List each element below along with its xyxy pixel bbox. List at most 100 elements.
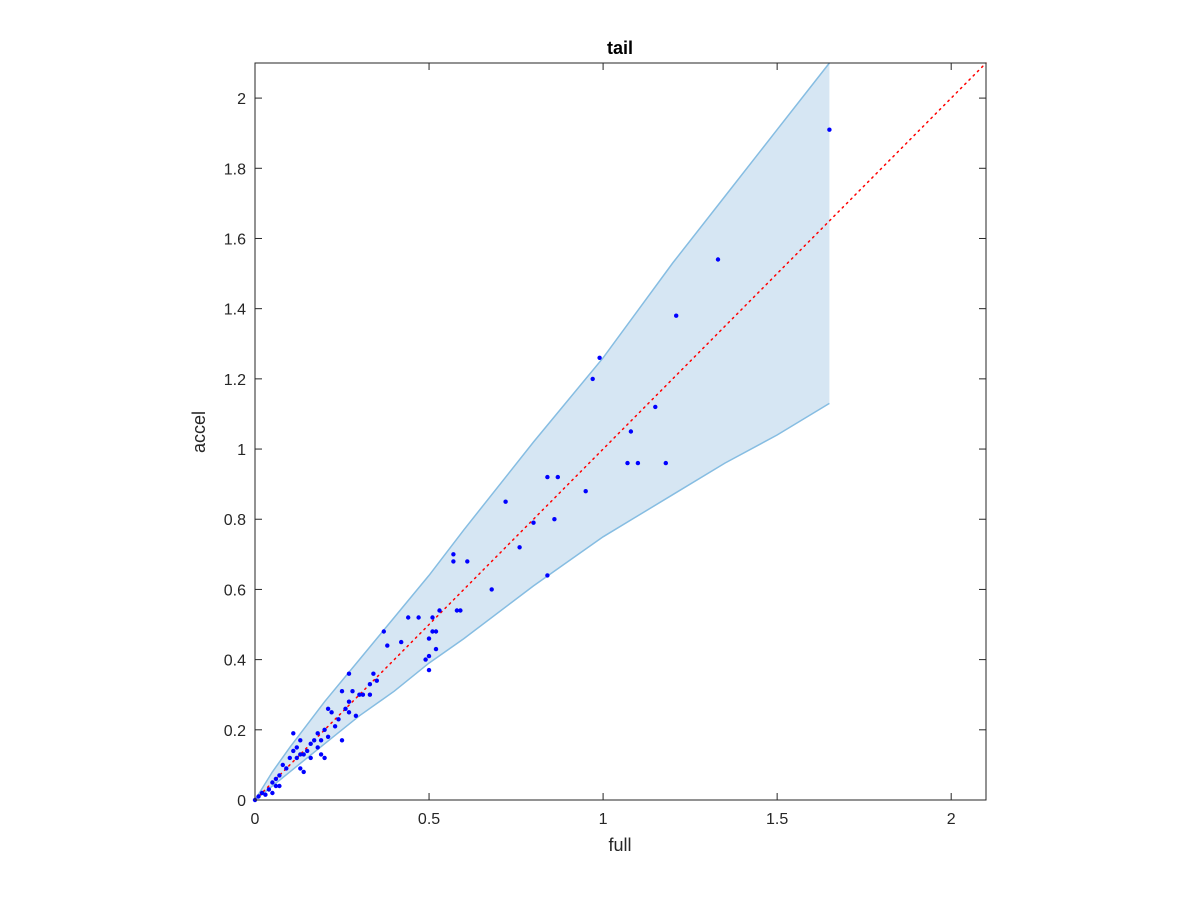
data-point: [339, 689, 345, 694]
data-point: [280, 762, 285, 768]
data-point: [336, 717, 341, 722]
data-point: [315, 731, 320, 736]
x-tick-label: 0: [251, 811, 260, 828]
data-point: [298, 752, 303, 757]
data-point: [590, 376, 595, 382]
data-point: [277, 783, 282, 789]
data-point: [458, 608, 463, 613]
data-point: [277, 773, 282, 778]
data-point: [454, 608, 460, 613]
data-point: [322, 727, 327, 732]
data-point: [291, 748, 296, 754]
y-tick-label: 1.6: [224, 231, 246, 248]
x-axis-label: full: [608, 835, 631, 855]
data-point: [298, 766, 303, 771]
data-point: [322, 755, 327, 761]
data-point: [406, 615, 411, 620]
data-point: [674, 313, 679, 318]
data-point: [346, 710, 352, 715]
data-point: [625, 460, 630, 466]
data-point: [266, 787, 272, 792]
data-point: [426, 653, 432, 659]
confidence-band: [254, 62, 830, 801]
band-upper-edge: [254, 62, 830, 801]
data-point: [451, 552, 456, 557]
data-point: [367, 692, 373, 697]
data-point: [433, 629, 439, 634]
data-point: [426, 667, 432, 673]
data-point: [346, 671, 352, 676]
data-point: [325, 706, 331, 711]
data-point: [318, 752, 324, 757]
data-point: [273, 783, 279, 789]
data-point: [294, 745, 299, 750]
identity-reference-line: [254, 62, 987, 801]
data-point: [318, 738, 324, 743]
y-tick-label: 0.8: [224, 512, 246, 529]
y-tick-label: 0.4: [224, 653, 246, 670]
plot-area-frame: [254, 62, 987, 801]
data-point: [357, 692, 362, 697]
data-point: [465, 559, 470, 564]
data-point: [360, 692, 366, 697]
data-point: [312, 738, 317, 743]
data-point: [259, 790, 265, 796]
data-point: [430, 615, 435, 620]
data-point: [273, 776, 279, 782]
y-tick-label: 1.2: [224, 372, 246, 389]
data-point: [329, 710, 334, 715]
y-tick-label: 0.6: [224, 582, 246, 599]
data-point: [426, 636, 432, 641]
data-point: [263, 792, 268, 797]
data-point: [308, 755, 313, 761]
data-point: [430, 629, 435, 634]
data-point: [423, 657, 428, 662]
data-point: [346, 699, 352, 704]
data-point: [270, 780, 275, 785]
data-point: [555, 474, 560, 480]
y-axis-label: accel: [189, 411, 209, 453]
data-point: [583, 489, 588, 494]
data-point: [653, 404, 658, 410]
data-point: [284, 766, 289, 771]
y-tick-label: 0.2: [224, 723, 246, 740]
data-point: [597, 355, 602, 360]
data-point: [552, 517, 557, 522]
data-point: [663, 460, 668, 466]
chart-title: tail: [607, 38, 633, 58]
data-point: [301, 769, 306, 775]
y-axis-ticks: 0 0.2 0.4 0.6 0.8 1 1.2 1.4 1.6 1.8 2: [224, 91, 986, 810]
x-axis-ticks: 0 0.5 1 1.5 2: [251, 63, 956, 828]
x-tick-label: 1: [599, 811, 608, 828]
y-tick-label: 1.8: [224, 161, 246, 178]
data-point: [305, 748, 310, 754]
data-point: [489, 587, 494, 592]
data-point: [291, 731, 296, 736]
data-point: [628, 429, 634, 434]
data-point: [381, 629, 386, 634]
x-tick-label: 1.5: [766, 811, 788, 828]
data-point: [371, 671, 376, 676]
data-point: [503, 499, 508, 504]
x-tick-label: 2: [947, 811, 956, 828]
data-point: [350, 689, 355, 694]
data-point: [385, 643, 390, 648]
data-point: [545, 474, 550, 480]
data-point: [827, 127, 832, 132]
data-points: [252, 127, 832, 803]
y-tick-label: 2: [237, 91, 246, 108]
data-point: [301, 752, 306, 757]
data-point: [367, 682, 373, 687]
data-point: [545, 573, 550, 578]
data-point: [343, 706, 348, 711]
data-point: [531, 520, 536, 525]
data-point: [451, 559, 456, 564]
data-point: [433, 646, 439, 652]
data-point: [416, 615, 421, 620]
band-lower-edge: [254, 402, 830, 801]
data-point: [339, 738, 345, 743]
y-tick-label: 1: [237, 442, 246, 459]
data-point: [399, 639, 404, 645]
data-point: [325, 734, 331, 739]
